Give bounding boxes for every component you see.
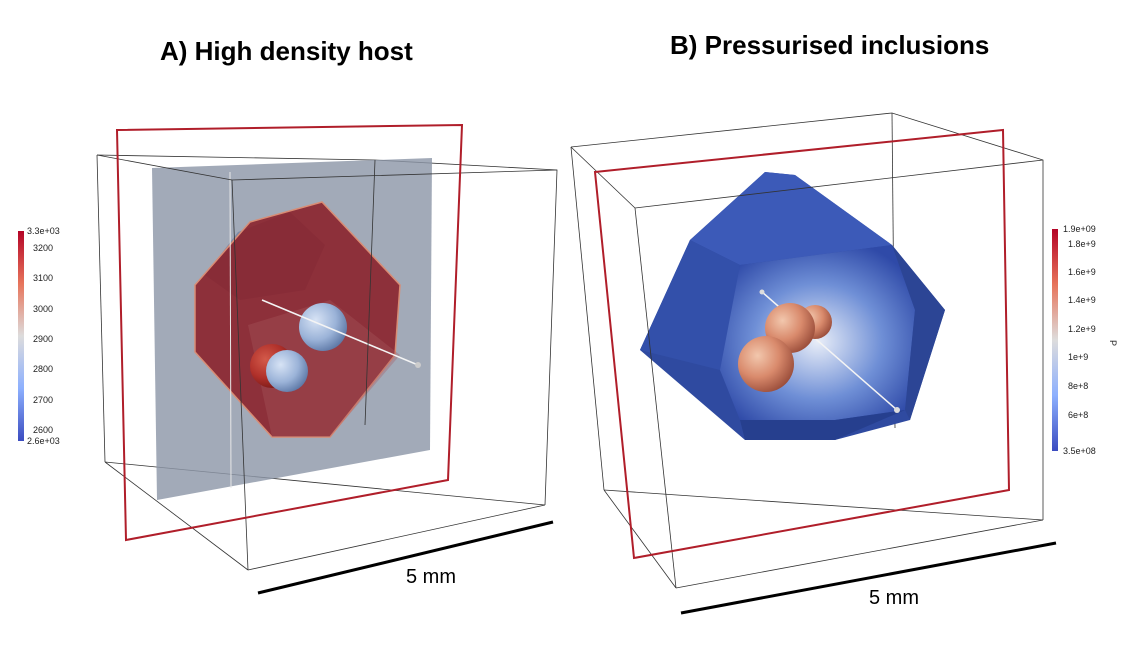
- panel-a-title: A) High density host: [160, 36, 413, 66]
- colorbar-a-tick: 2900: [33, 334, 53, 344]
- colorbar-a-tick: 2800: [33, 364, 53, 374]
- colorbar-a-max-label: 3.3e+03: [27, 226, 60, 236]
- panel-a-scale-bar: [257, 520, 554, 595]
- colorbar-a-tick: 2600: [33, 425, 53, 435]
- colorbar-b-axis-label: P: [1108, 340, 1118, 346]
- panel-a-inclusion-blue-upper: [299, 303, 347, 351]
- colorbar-a-tick: 3000: [33, 304, 53, 314]
- colorbar-b-tick: 8e+8: [1068, 381, 1088, 391]
- panel-a-host-crystal: [194, 201, 401, 438]
- panel-a-slice-frame: [115, 123, 464, 542]
- panel-b-colorbar: 1.9e+09 1.8e+9 1.6e+9 1.4e+9 1.2e+9 1e+9…: [1052, 224, 1118, 456]
- panel-b-probe-start: [759, 289, 765, 295]
- colorbar-b-tick: 1.6e+9: [1068, 267, 1096, 277]
- panel-b-probe-end: [894, 407, 900, 413]
- panel-b-host-crystal-facet-bottom: [740, 410, 905, 440]
- panel-b-bounding-box-front: [570, 146, 1044, 589]
- colorbar-b-tick: 1.4e+9: [1068, 295, 1096, 305]
- panel-b-slice-frame: [593, 128, 1011, 560]
- panel-b-scale-bar: [680, 541, 1057, 615]
- panel-b-render: 1.9e+09 1.8e+9 1.6e+9 1.4e+9 1.2e+9 1e+9…: [570, 112, 1118, 615]
- panel-a-box-edge-inner: [229, 171, 232, 489]
- colorbar-b-tick: 1.8e+9: [1068, 239, 1096, 249]
- panel-a-probe-line: [261, 299, 419, 366]
- panel-a-host-crystal-facet: [248, 300, 400, 437]
- colorbar-a-tick: 2700: [33, 395, 53, 405]
- panel-a-probe-end: [415, 362, 421, 368]
- colorbar-a-min-label: 2.6e+03: [27, 436, 60, 446]
- panel-a-scale-label: 5 mm: [406, 566, 456, 588]
- panel-b-title: B) Pressurised inclusions: [670, 30, 990, 60]
- colorbar-a-tick: 3100: [33, 273, 53, 283]
- panel-b-host-crystal-facet-left: [640, 240, 740, 370]
- colorbar-b-min-label: 3.5e+08: [1063, 446, 1096, 456]
- colorbar-a-tick: 3200: [33, 243, 53, 253]
- colorbar-b-tick: 1.2e+9: [1068, 324, 1096, 334]
- colorbar-b-tick: 6e+8: [1068, 410, 1088, 420]
- panel-a-inclusion-blue-lower: [266, 350, 308, 392]
- panel-a-colorbar: 3.3e+03 3200 3100 3000 2900 2800 2700 26…: [18, 226, 60, 446]
- panel-a-render: 3.3e+03 3200 3100 3000 2900 2800 2700 26…: [18, 123, 558, 595]
- colorbar-b-max-label: 1.9e+09: [1063, 224, 1096, 234]
- panel-b-inclusion-lower: [738, 336, 794, 392]
- panel-b-scale-label: 5 mm: [869, 587, 919, 609]
- panel-b-host-crystal-facet-right: [892, 245, 945, 420]
- panel-a-bounding-box-front: [96, 154, 558, 571]
- colorbar-b-tick: 1e+9: [1068, 352, 1088, 362]
